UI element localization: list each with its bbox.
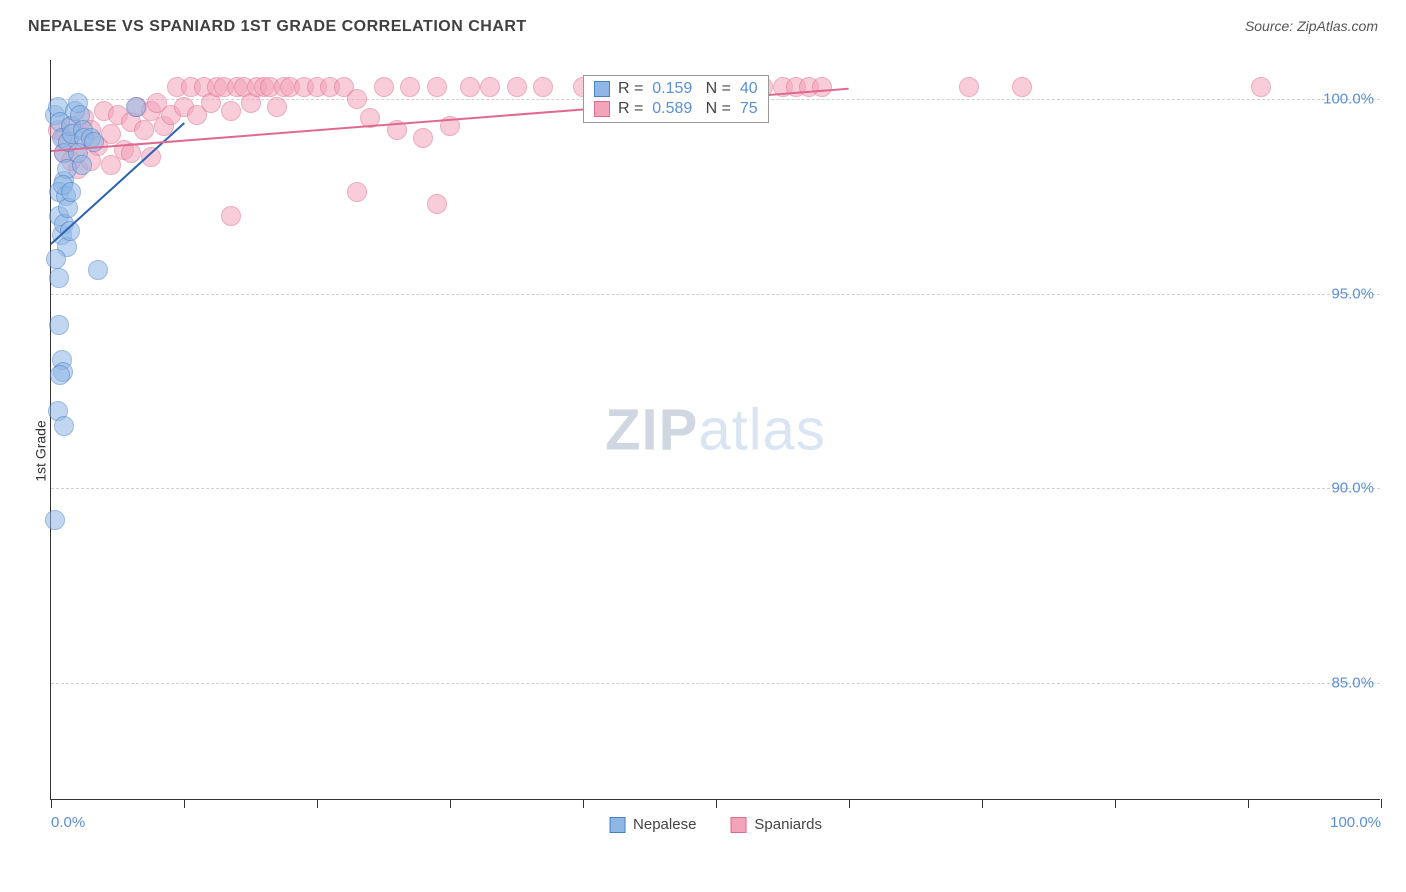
nepalese-point xyxy=(49,315,69,335)
source-attribution: Source: ZipAtlas.com xyxy=(1245,18,1378,34)
y-tick-label: 100.0% xyxy=(1323,90,1374,107)
x-tick-mark xyxy=(1248,799,1249,808)
spaniard-point xyxy=(400,77,420,97)
nepalese-point xyxy=(50,365,70,385)
stats-legend-row: R = 0.589 N = 75 xyxy=(594,100,758,118)
legend-swatch xyxy=(594,101,610,117)
x-tick-mark xyxy=(716,799,717,808)
spaniard-point xyxy=(267,97,287,117)
legend-swatch xyxy=(609,817,625,833)
legend-item: Spaniards xyxy=(730,816,822,833)
nepalese-point xyxy=(61,182,81,202)
spaniard-point xyxy=(134,120,154,140)
nepalese-point xyxy=(88,260,108,280)
spaniard-point xyxy=(460,77,480,97)
x-tick-mark xyxy=(450,799,451,808)
gridline xyxy=(51,488,1380,489)
x-tick-label: 0.0% xyxy=(51,814,85,831)
x-tick-mark xyxy=(184,799,185,808)
spaniard-point xyxy=(1012,77,1032,97)
spaniard-point xyxy=(812,77,832,97)
watermark: ZIPatlas xyxy=(605,396,826,463)
legend-label: Nepalese xyxy=(633,816,696,833)
spaniard-point xyxy=(480,77,500,97)
spaniard-point xyxy=(221,206,241,226)
chart-container: 1st Grade ZIPatlas 85.0% 90.0% 95.0% 100.0%… xyxy=(16,48,1394,854)
x-tick-mark xyxy=(317,799,318,808)
plot-area: ZIPatlas 85.0%90.0%95.0%100.0%0.0%100.0%… xyxy=(50,60,1380,800)
spaniard-point xyxy=(121,143,141,163)
spaniard-point xyxy=(101,155,121,175)
spaniard-point xyxy=(347,89,367,109)
spaniard-point xyxy=(427,77,447,97)
spaniard-point xyxy=(221,101,241,121)
nepalese-point xyxy=(45,510,65,530)
nepalese-point xyxy=(72,155,92,175)
stats-text: R = 0.589 N = 75 xyxy=(618,100,758,118)
legend-item: Nepalese xyxy=(609,816,696,833)
spaniard-point xyxy=(1251,77,1271,97)
legend-swatch xyxy=(594,81,610,97)
gridline xyxy=(51,294,1380,295)
x-tick-mark xyxy=(583,799,584,808)
spaniard-point xyxy=(507,77,527,97)
y-axis-label: 1st Grade xyxy=(33,420,49,481)
stats-legend-box: R = 0.159 N = 40 R = 0.589 N = 75 xyxy=(583,75,769,123)
spaniard-point xyxy=(533,77,553,97)
spaniard-point xyxy=(413,128,433,148)
nepalese-point xyxy=(49,268,69,288)
legend-swatch xyxy=(730,817,746,833)
x-tick-mark xyxy=(51,799,52,808)
x-tick-mark xyxy=(1381,799,1382,808)
stats-text: R = 0.159 N = 40 xyxy=(618,80,758,98)
spaniard-point xyxy=(959,77,979,97)
y-tick-label: 85.0% xyxy=(1331,675,1374,692)
nepalese-point xyxy=(46,249,66,269)
x-tick-mark xyxy=(849,799,850,808)
y-tick-label: 90.0% xyxy=(1331,480,1374,497)
spaniard-point xyxy=(427,194,447,214)
x-tick-mark xyxy=(1115,799,1116,808)
nepalese-point xyxy=(126,97,146,117)
legend-label: Spaniards xyxy=(754,816,822,833)
x-tick-mark xyxy=(982,799,983,808)
spaniard-point xyxy=(347,182,367,202)
y-tick-label: 95.0% xyxy=(1331,285,1374,302)
chart-title: NEPALESE VS SPANIARD 1ST GRADE CORRELATI… xyxy=(28,18,527,36)
stats-legend-row: R = 0.159 N = 40 xyxy=(594,80,758,98)
nepalese-point xyxy=(54,416,74,436)
gridline xyxy=(51,683,1380,684)
legend-bottom: Nepalese Spaniards xyxy=(609,816,822,833)
x-tick-label: 100.0% xyxy=(1330,814,1381,831)
spaniard-point xyxy=(374,77,394,97)
